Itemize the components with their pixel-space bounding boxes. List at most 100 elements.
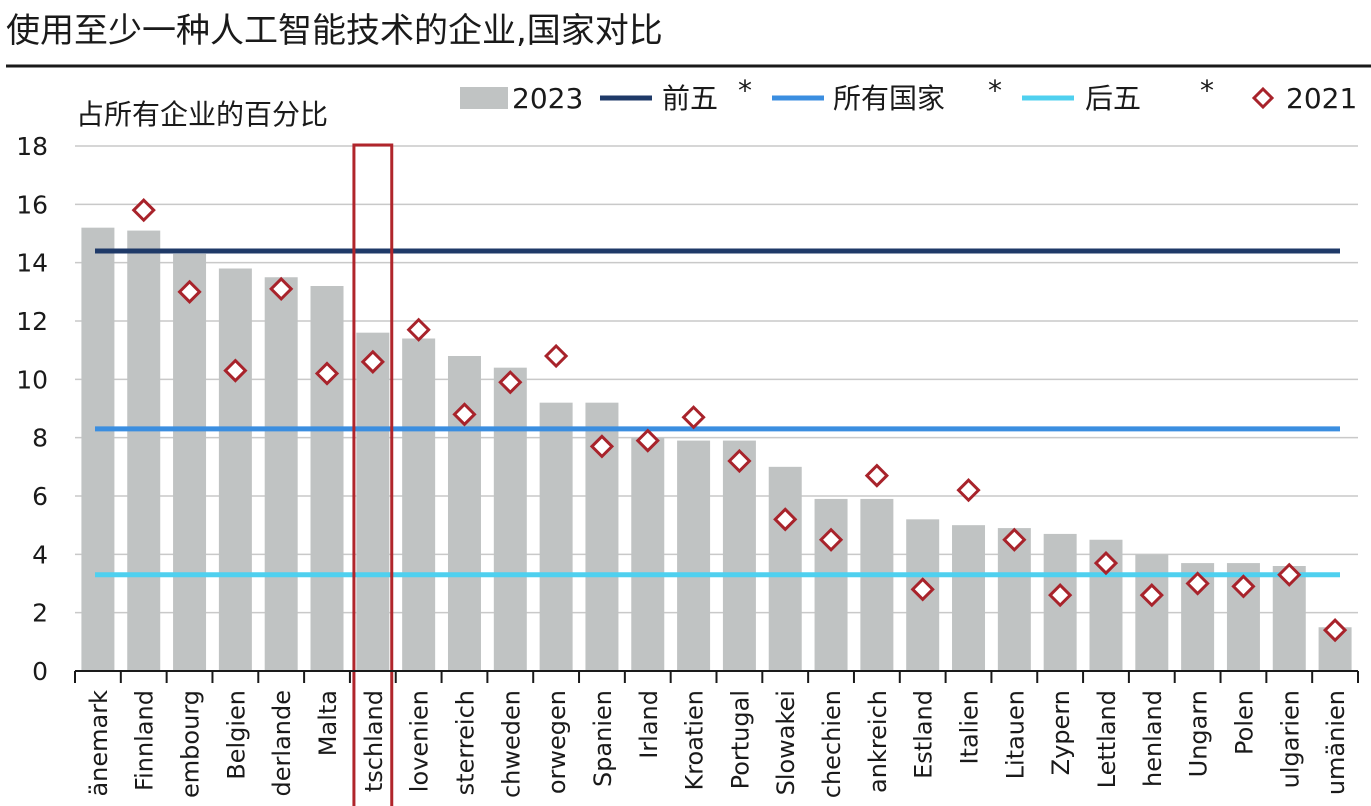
markers-2021 xyxy=(131,198,1348,643)
y-tick-label: 12 xyxy=(16,307,48,336)
marker-2021-12 xyxy=(635,428,660,453)
marker-2021-5 xyxy=(314,361,340,386)
marker-2021-4 xyxy=(269,276,294,302)
highlight-box xyxy=(352,143,394,806)
bar-3 xyxy=(218,268,252,671)
bar-5 xyxy=(310,286,344,671)
category-label-13: Kroatien xyxy=(681,690,709,791)
marker-2021-3 xyxy=(223,358,248,383)
bar-4 xyxy=(264,277,298,671)
category-label-19: Italien xyxy=(956,690,984,765)
category-label-20: Litauen xyxy=(1001,690,1029,779)
bar-19 xyxy=(952,525,986,671)
marker-2021-25 xyxy=(1231,574,1256,599)
legend-asterisk-1: * xyxy=(988,74,1002,107)
category-label-9: chweden xyxy=(497,690,525,798)
bars-2023 xyxy=(81,227,1352,672)
category-label-24: Ungarn xyxy=(1185,690,1213,777)
marker-2021-17 xyxy=(864,463,889,488)
bar-9 xyxy=(493,367,527,671)
category-label-10: orwegen xyxy=(543,690,571,794)
legend-asterisk-0: * xyxy=(738,74,752,107)
y-tick-label: 4 xyxy=(32,540,48,569)
legend-label-2023: 2023 xyxy=(512,82,583,115)
marker-2021-6 xyxy=(360,349,385,374)
y-tick-label: 18 xyxy=(16,132,48,161)
bar-6 xyxy=(356,332,390,671)
marker-2021-14 xyxy=(727,448,752,474)
category-label-4: derlande xyxy=(268,690,296,796)
legend-label-0: 前五 xyxy=(662,82,718,115)
bar-14 xyxy=(722,440,756,671)
marker-2021-21 xyxy=(1048,583,1073,608)
category-label-0: änemark xyxy=(85,690,113,797)
category-label-6: tschland xyxy=(360,690,388,792)
category-label-26: ulgarien xyxy=(1276,690,1304,788)
bar-10 xyxy=(539,402,573,671)
category-label-2: embourg xyxy=(177,690,205,798)
category-label-23: henland xyxy=(1139,690,1167,787)
y-tick-label: 8 xyxy=(32,424,48,453)
category-label-12: Irland xyxy=(635,690,663,759)
legend-swatch-2023 xyxy=(460,87,508,109)
marker-2021-19 xyxy=(956,478,981,503)
legend-label-1: 所有国家 xyxy=(833,82,945,115)
category-label-22: Lettland xyxy=(1093,690,1121,788)
bar-20 xyxy=(997,528,1031,671)
legend-label-2021: 2021 xyxy=(1286,82,1357,115)
category-label-5: Malta xyxy=(314,690,342,756)
legend-label-2: 后五 xyxy=(1085,82,1141,115)
bar-16 xyxy=(814,498,848,671)
category-label-16: chechien xyxy=(818,690,846,798)
marker-2021-9 xyxy=(498,370,523,395)
y-tick-label: 16 xyxy=(16,190,48,219)
reference-lines xyxy=(95,248,1340,578)
marker-2021-8 xyxy=(452,402,477,427)
category-label-3: Belgien xyxy=(222,690,250,780)
marker-2021-18 xyxy=(910,577,935,602)
y-tick-label: 14 xyxy=(16,249,48,278)
category-label-21: Zypern xyxy=(1047,690,1075,775)
marker-2021-20 xyxy=(1002,527,1027,552)
legend-asterisk-2: * xyxy=(1200,74,1214,107)
category-label-18: Estland xyxy=(910,690,938,779)
y-tick-label: 10 xyxy=(16,365,48,394)
marker-2021-16 xyxy=(818,527,844,552)
category-label-17: ankreich xyxy=(864,690,892,793)
category-label-11: Spanien xyxy=(589,690,617,787)
category-label-7: lovenien xyxy=(406,690,434,792)
marker-2021-24 xyxy=(1185,571,1210,596)
y-axis-ticks: 0 2 4 6 8 10 12 14 16 18 xyxy=(16,132,48,686)
category-labels: änemark Finnland embourg Belgien derlande Mal… xyxy=(85,690,1350,798)
marker-2021-1 xyxy=(131,198,156,223)
category-label-8: sterreich xyxy=(451,690,479,795)
x-axis xyxy=(74,670,1359,683)
y-tick-label: 6 xyxy=(32,482,48,511)
bar-2 xyxy=(173,253,207,671)
y-tick-label: 0 xyxy=(32,657,48,686)
marker-2021-23 xyxy=(1139,583,1164,608)
marker-2021-15 xyxy=(773,507,798,532)
bar-23 xyxy=(1135,554,1169,671)
highlight xyxy=(352,143,394,806)
marker-2021-11 xyxy=(589,434,615,459)
chart-title: 使用至少一种人工智能技术的企业,国家对比 xyxy=(6,11,663,51)
category-label-25: Polen xyxy=(1230,690,1258,755)
category-label-1: Finnland xyxy=(131,690,159,791)
legend-marker-2021 xyxy=(1251,86,1275,110)
marker-2021-7 xyxy=(406,317,431,342)
y-axis-label: 占所有企业的百分比 xyxy=(76,98,328,131)
bar-7 xyxy=(402,338,436,671)
marker-2021-13 xyxy=(681,405,706,430)
legend: 2023 前五 * 所有国家 * 后五 * 2021 xyxy=(460,74,1357,115)
marker-2021-10 xyxy=(544,343,569,369)
category-label-27: umänien xyxy=(1322,690,1350,795)
marker-2021-2 xyxy=(177,279,202,304)
bar-0 xyxy=(81,227,115,671)
category-label-14: Portugal xyxy=(726,690,754,789)
category-label-15: Slowakei xyxy=(772,690,800,795)
bar-15 xyxy=(768,466,802,671)
y-tick-label: 2 xyxy=(32,599,48,628)
marker-2021-22 xyxy=(1093,550,1119,576)
